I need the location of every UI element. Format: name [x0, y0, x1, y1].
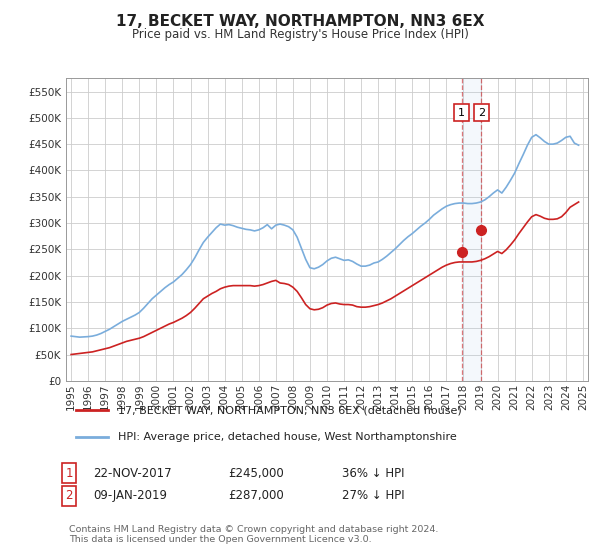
Text: 17, BECKET WAY, NORTHAMPTON, NN3 6EX: 17, BECKET WAY, NORTHAMPTON, NN3 6EX: [116, 14, 484, 29]
Text: 09-JAN-2019: 09-JAN-2019: [93, 489, 167, 502]
Text: HPI: Average price, detached house, West Northamptonshire: HPI: Average price, detached house, West…: [118, 432, 457, 442]
Text: 22-NOV-2017: 22-NOV-2017: [93, 466, 172, 480]
Text: 17, BECKET WAY, NORTHAMPTON, NN3 6EX (detached house): 17, BECKET WAY, NORTHAMPTON, NN3 6EX (de…: [118, 405, 462, 416]
Text: Price paid vs. HM Land Registry's House Price Index (HPI): Price paid vs. HM Land Registry's House …: [131, 28, 469, 41]
Text: 36% ↓ HPI: 36% ↓ HPI: [342, 466, 404, 480]
Text: £245,000: £245,000: [228, 466, 284, 480]
Text: £287,000: £287,000: [228, 489, 284, 502]
Text: 2: 2: [65, 489, 73, 502]
Text: 27% ↓ HPI: 27% ↓ HPI: [342, 489, 404, 502]
Text: 1: 1: [458, 108, 465, 118]
Text: Contains HM Land Registry data © Crown copyright and database right 2024.
This d: Contains HM Land Registry data © Crown c…: [69, 525, 439, 544]
Bar: [462, 78, 481, 381]
Text: 1: 1: [65, 466, 73, 480]
Text: 2: 2: [478, 108, 485, 118]
